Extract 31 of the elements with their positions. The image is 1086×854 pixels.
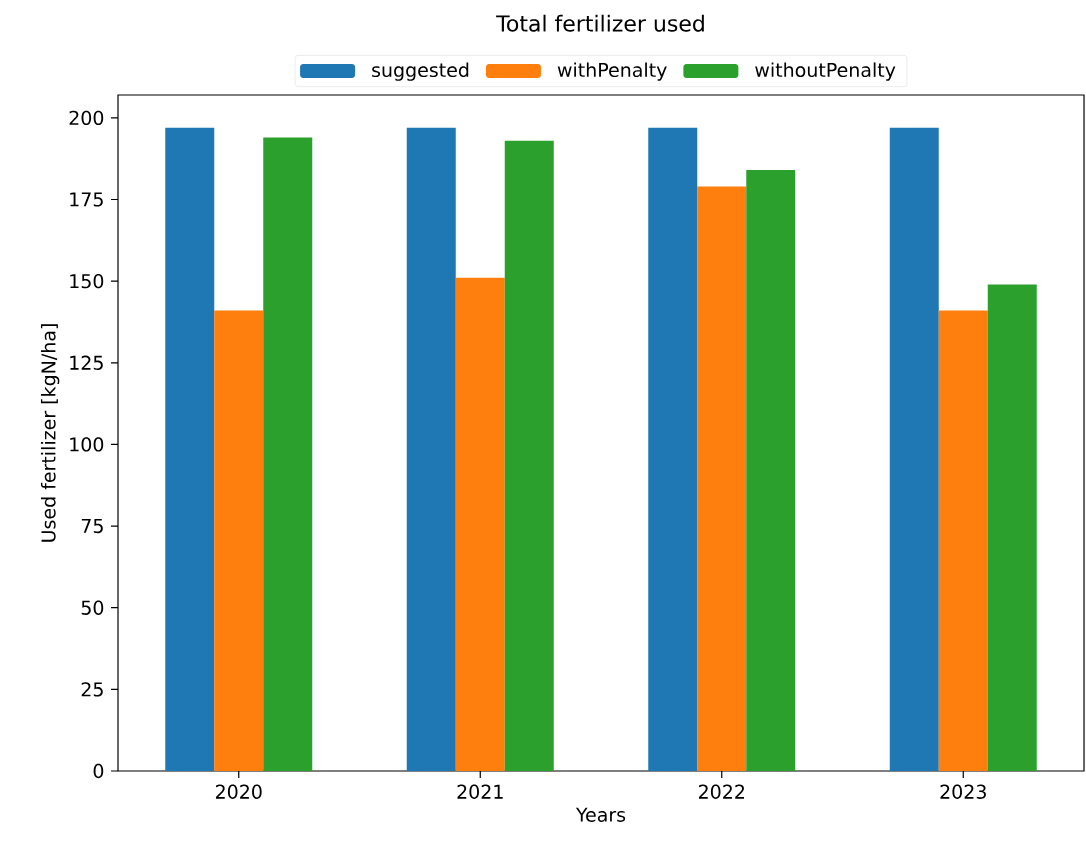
- y-tick-label: 200: [69, 110, 104, 126]
- y-tick-label: 150: [70, 273, 104, 289]
- bar: [455, 277, 505, 771]
- y-tick-label: 75: [81, 519, 103, 534]
- legend-label: withPenalty: [557, 62, 667, 81]
- x-axis-title: Years: [575, 807, 626, 822]
- bar: [648, 127, 698, 771]
- legend-label: withoutPenalty: [755, 62, 896, 81]
- x-tick-label: 2023: [940, 784, 986, 799]
- bar: [504, 140, 554, 771]
- bar: [987, 284, 1037, 771]
- y-axis-title: Used fertilizer [kgN/ha]: [40, 324, 60, 542]
- x-tick-label: 2021: [457, 784, 503, 799]
- bar: [697, 186, 747, 771]
- bar: [889, 127, 939, 771]
- y-tick-label: 125: [70, 355, 103, 370]
- y-tick-label: 100: [70, 437, 104, 452]
- legend-label: suggested: [372, 62, 469, 81]
- bar: [214, 310, 264, 771]
- x-tick-label: 2022: [698, 784, 745, 799]
- bar: [263, 137, 313, 771]
- bar: [746, 170, 796, 771]
- bar: [165, 127, 215, 771]
- chart-title: Total fertilizer used: [496, 14, 704, 32]
- bar: [938, 310, 988, 771]
- y-tick-label: 50: [81, 600, 104, 615]
- y-tick-label: 25: [81, 682, 103, 697]
- x-tick-label: 2020: [215, 784, 262, 799]
- y-tick-label: 0: [93, 763, 104, 779]
- y-tick-label: 175: [70, 192, 103, 207]
- bar: [406, 127, 456, 771]
